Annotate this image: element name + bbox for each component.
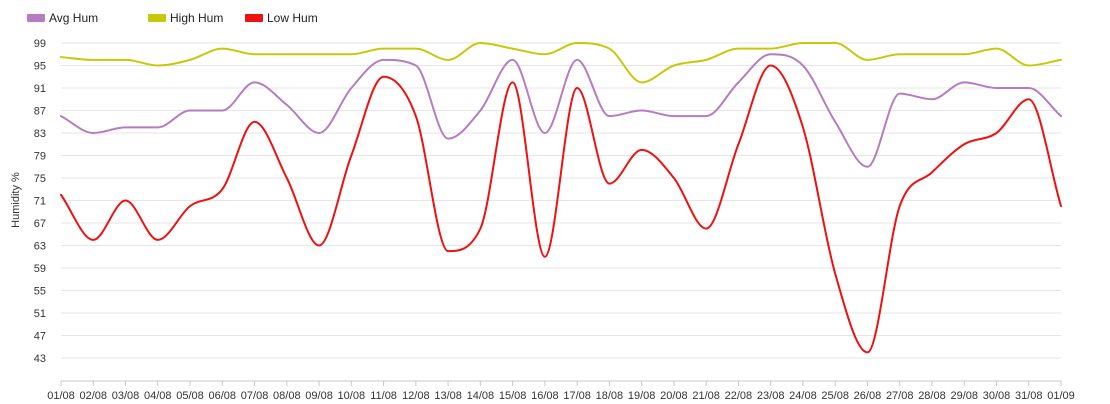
y-tick-label: 55 (34, 286, 46, 298)
x-tick-label: 28/08 (918, 390, 946, 402)
x-tick-label: 21/08 (692, 390, 720, 402)
x-tick-label: 22/08 (725, 390, 753, 402)
x-tick-label: 01/09 (1047, 390, 1075, 402)
x-tick-label: 23/08 (757, 390, 785, 402)
y-tick-label: 87 (34, 106, 46, 118)
x-axis: 01/08 02/08 03/08 04/08 05/08 06/08 07/08 08/08… (47, 380, 1075, 402)
series-line-low-hum (60, 64, 1062, 354)
x-tick-label: 06/08 (209, 390, 237, 402)
y-tick-label: 43 (34, 353, 46, 365)
series-lines (60, 42, 1062, 354)
x-tick-label: 15/08 (499, 390, 527, 402)
legend-label: High Hum (170, 11, 223, 25)
y-tick-label: 51 (34, 308, 46, 320)
legend: Avg Hum High Hum Low Hum (27, 11, 318, 25)
x-tick-label: 04/08 (144, 390, 172, 402)
x-tick-label: 18/08 (596, 390, 624, 402)
x-tick-label: 14/08 (467, 390, 495, 402)
y-tick-label: 95 (34, 61, 46, 73)
y-tick-label: 99 (34, 38, 46, 50)
x-tick-label: 20/08 (660, 390, 688, 402)
x-tick-label: 13/08 (434, 390, 462, 402)
x-tick-label: 03/08 (112, 390, 140, 402)
legend-label: Low Hum (267, 11, 318, 25)
x-tick-label: 10/08 (338, 390, 366, 402)
y-tick-label: 71 (34, 196, 46, 208)
x-tick-label: 11/08 (370, 390, 397, 402)
x-tick-label: 30/08 (983, 390, 1011, 402)
legend-label: Avg Hum (49, 11, 98, 25)
x-tick-label: 19/08 (628, 390, 656, 402)
series-line-avg-hum (60, 53, 1062, 168)
x-tick-label: 24/08 (789, 390, 817, 402)
y-tick-label: 79 (34, 151, 46, 163)
y-tick-label: 47 (34, 331, 46, 343)
legend-swatch (27, 14, 45, 22)
legend-swatch (148, 14, 166, 22)
x-tick-label: 02/08 (79, 390, 107, 402)
x-tick-label: 27/08 (886, 390, 914, 402)
x-tick-label: 25/08 (821, 390, 849, 402)
series-line-high-hum (60, 42, 1062, 84)
x-tick-label: 09/08 (305, 390, 333, 402)
x-tick-label: 07/08 (241, 390, 269, 402)
y-tick-label: 67 (34, 218, 46, 230)
y-tick-label: 75 (34, 173, 46, 185)
y-axis-title: Humidity % (10, 172, 22, 228)
y-tick-label: 83 (34, 128, 46, 140)
x-tick-label: 31/08 (1015, 390, 1043, 402)
y-tick-label: 63 (34, 241, 46, 253)
y-tick-label: 59 (34, 263, 46, 275)
y-axis-ticks: 43 47 51 55 59 63 67 71 75 79 83 87 91 95 99 (34, 38, 46, 365)
x-tick-label: 26/08 (854, 390, 882, 402)
x-tick-label: 05/08 (176, 390, 204, 402)
legend-swatch (245, 14, 263, 22)
x-tick-label: 12/08 (402, 390, 430, 402)
y-tick-label: 91 (34, 83, 46, 95)
x-tick-label: 01/08 (47, 390, 75, 402)
x-tick-label: 29/08 (950, 390, 978, 402)
x-tick-label: 16/08 (531, 390, 559, 402)
x-tick-label: 17/08 (563, 390, 591, 402)
x-tick-label: 08/08 (273, 390, 301, 402)
grid-lines (61, 42, 1061, 359)
